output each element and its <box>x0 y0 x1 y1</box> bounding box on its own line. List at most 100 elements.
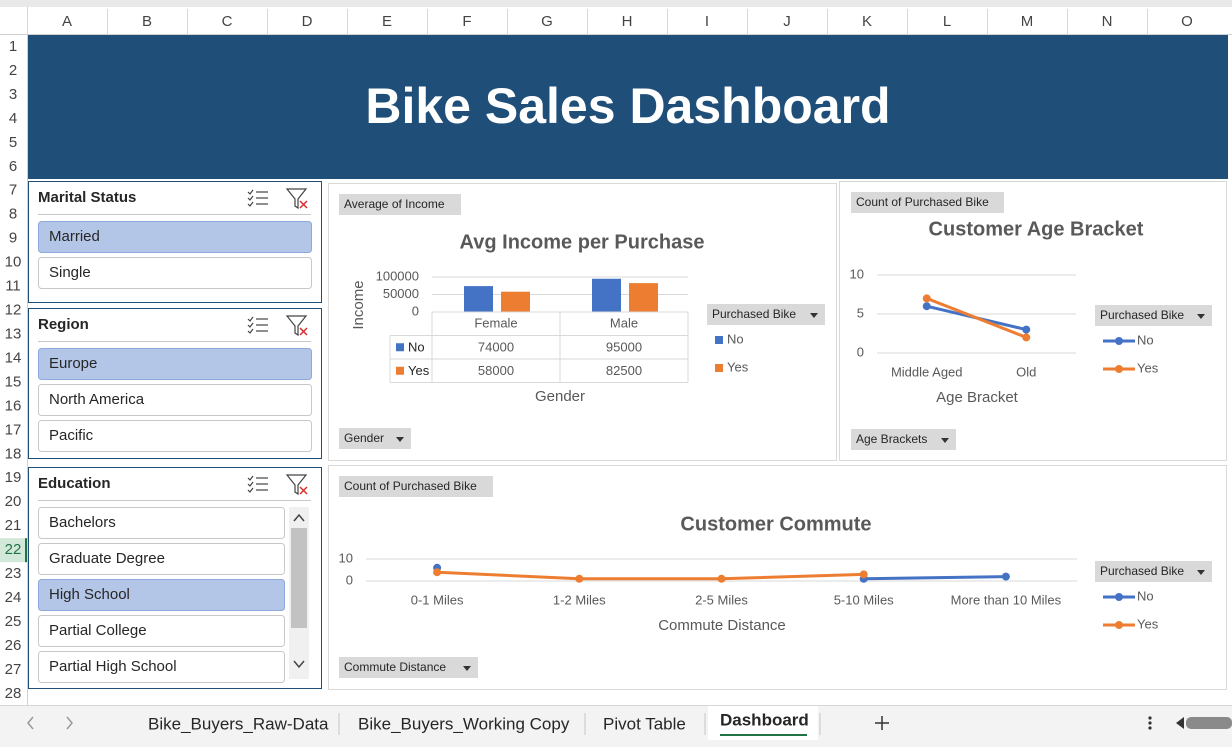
slicer-item[interactable] <box>38 420 312 452</box>
sheet-tab[interactable]: Bike_Buyers_Working Copy <box>358 714 570 733</box>
chart-title: Customer Age Bracket <box>929 218 1144 240</box>
row-header: 25 <box>5 613 22 630</box>
x-tick-label: 1-2 Miles <box>553 592 606 607</box>
horizontal-scrollbar[interactable] <box>1186 717 1232 729</box>
bar <box>629 283 658 312</box>
prev-sheet-button[interactable] <box>27 716 34 730</box>
multi-select-button[interactable] <box>247 189 268 207</box>
x-tick-label: Female <box>474 315 517 330</box>
value-field-button-label: Count of Purchased Bike <box>856 195 989 209</box>
row-header: 1 <box>9 38 17 55</box>
slicer-item[interactable] <box>38 507 285 539</box>
legend-label: Yes <box>1137 360 1159 375</box>
table-value: 58000 <box>478 363 514 378</box>
y-axis-label: Income <box>350 280 367 329</box>
column-header: I <box>705 13 709 30</box>
table-value: 95000 <box>606 340 642 355</box>
column-header: N <box>1102 13 1113 30</box>
scroll-left[interactable] <box>1176 717 1184 729</box>
series-line <box>863 575 1006 581</box>
legend-label: No <box>727 331 744 346</box>
value-field-button[interactable] <box>851 192 1004 213</box>
dropdown-arrow <box>1197 314 1205 319</box>
multi-select-button[interactable] <box>247 316 268 334</box>
x-tick-label: Male <box>610 315 638 330</box>
slicer-item[interactable] <box>38 543 285 575</box>
value-field-button-label: Count of Purchased Bike <box>344 479 477 493</box>
value-field-button[interactable] <box>339 194 461 215</box>
legend-field-button-label: Purchased Bike <box>712 307 796 321</box>
axis-field-button[interactable] <box>851 429 956 450</box>
scrollbar-thumb[interactable] <box>291 528 307 628</box>
row-header: 23 <box>5 565 22 582</box>
icon-check <box>247 481 254 487</box>
column-header: E <box>382 13 392 30</box>
new-sheet-button[interactable] <box>875 716 889 730</box>
slicer-item[interactable] <box>38 348 312 380</box>
slicer-item[interactable] <box>38 257 312 289</box>
sheet-tab[interactable]: Pivot Table <box>603 714 686 733</box>
marker <box>433 568 442 577</box>
slicer-item[interactable] <box>38 384 312 416</box>
table-legend-key <box>396 343 404 352</box>
column-header: M <box>1021 13 1034 30</box>
y-tick-label: 100000 <box>376 268 419 283</box>
legend-key-marker <box>1115 621 1123 629</box>
slicer-item[interactable] <box>38 651 285 683</box>
column-header-bar <box>0 7 1232 35</box>
sheet-tab[interactable]: Bike_Buyers_Raw-Data <box>148 714 329 733</box>
slicer-item[interactable] <box>38 615 285 647</box>
row-header: 14 <box>5 349 22 366</box>
marker <box>575 574 584 583</box>
row-header: 3 <box>9 86 17 103</box>
x-tick-label: 2-5 Miles <box>695 592 748 607</box>
column-header: J <box>783 13 791 30</box>
scroll-up[interactable] <box>293 513 305 522</box>
x-tick-label: 0-1 Miles <box>411 592 464 607</box>
sheet-tab[interactable]: Dashboard <box>720 710 809 729</box>
clear-filter-button[interactable] <box>285 474 308 496</box>
y-tick-label: 5 <box>857 305 864 320</box>
icon-x <box>299 327 308 336</box>
multi-select-button[interactable] <box>247 475 268 493</box>
dropdown-arrow <box>396 437 404 442</box>
slicer-title: Marital Status <box>38 189 136 206</box>
scroll-down[interactable] <box>293 660 305 669</box>
legend-field-button[interactable] <box>707 304 825 325</box>
column-header: K <box>862 13 872 30</box>
column-header: A <box>62 13 72 30</box>
legend-key-marker <box>1115 337 1123 345</box>
dropdown-arrow <box>810 313 818 318</box>
legend-field-button[interactable] <box>1095 305 1212 326</box>
column-header: C <box>222 13 233 30</box>
slicer-item-label: Single <box>49 264 91 281</box>
bar <box>464 286 493 312</box>
icon-check <box>247 195 254 201</box>
legend-key-marker <box>1115 365 1123 373</box>
icon-check <box>247 487 254 493</box>
row-header: 21 <box>5 517 22 534</box>
axis-field-button[interactable] <box>339 657 478 678</box>
y-tick-label: 0 <box>412 303 419 318</box>
axis-field-button[interactable] <box>339 428 411 449</box>
next-sheet-button[interactable] <box>66 716 73 730</box>
legend-field-button[interactable] <box>1095 561 1212 582</box>
axis-field-button-label: Gender <box>344 431 384 445</box>
row-header: 5 <box>9 134 17 151</box>
row-header: 22 <box>5 541 22 558</box>
value-field-button-label: Average of Income <box>344 197 445 211</box>
clear-filter-button[interactable] <box>285 188 308 210</box>
more-options[interactable] <box>1148 716 1152 730</box>
legend-label: Yes <box>1137 616 1159 631</box>
chart-title: Customer Commute <box>680 513 871 535</box>
icon-funnel <box>285 188 308 210</box>
slicer-item[interactable] <box>38 579 285 611</box>
clear-filter-button[interactable] <box>285 315 308 337</box>
x-tick-label: 5-10 Miles <box>834 592 894 607</box>
table-series-name: No <box>408 340 425 355</box>
slicer-item[interactable] <box>38 221 312 253</box>
row-header: 10 <box>5 254 22 271</box>
value-field-button[interactable] <box>339 476 493 497</box>
legend-field-button-label: Purchased Bike <box>1100 308 1184 322</box>
